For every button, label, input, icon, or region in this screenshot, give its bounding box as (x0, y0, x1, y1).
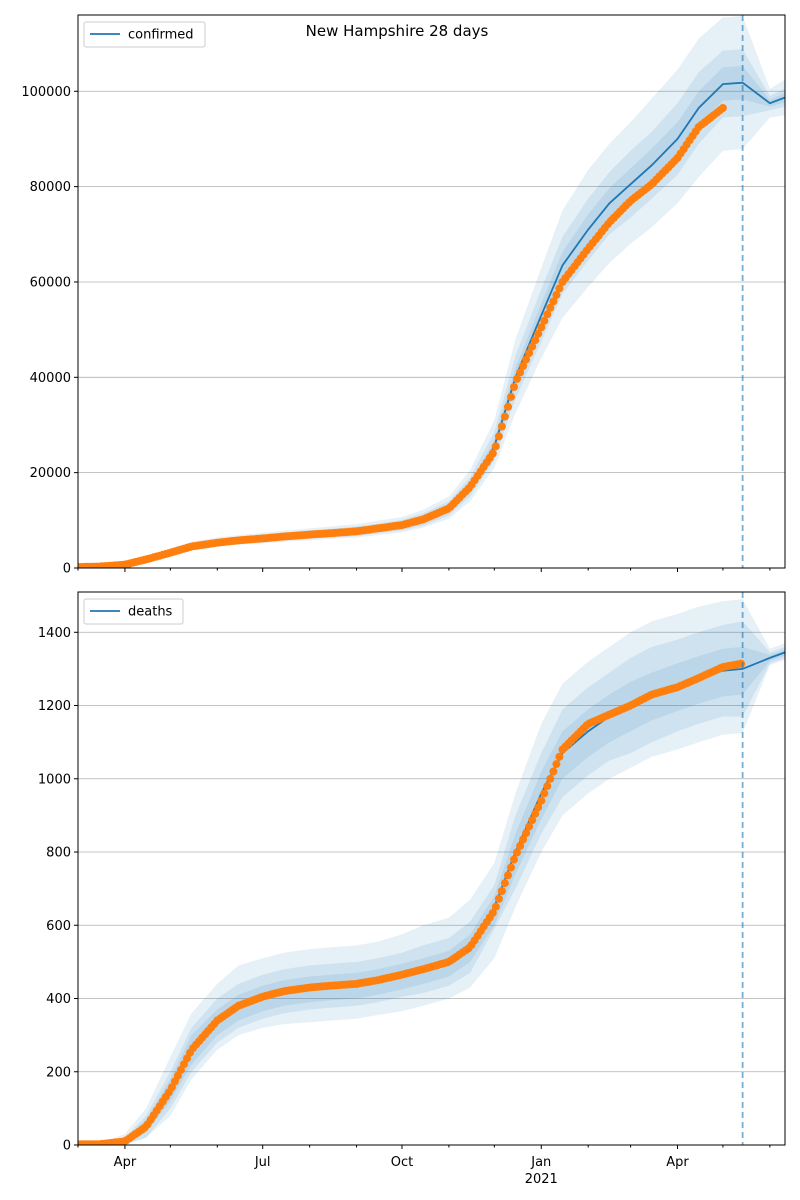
deaths-y-tick-label: 0 (63, 1139, 71, 1154)
confirmed-observed-point (507, 392, 515, 401)
confirmed-observed-point (537, 323, 546, 332)
deaths-observed-point (531, 809, 540, 818)
deaths-axes-frame (77, 591, 786, 1146)
confirmed-observed-point (531, 336, 540, 345)
confirmed-observed-point (543, 310, 552, 319)
deaths-plot-area: 0 200 400 600 800 1000 1200 1400 Apr Jul Oct Jan Apr… (38, 591, 786, 1187)
confirmed-observed-point (525, 349, 534, 358)
x-year-label: 2021 (525, 1172, 558, 1187)
confirmed-observed-point (504, 402, 512, 411)
confirmed-y-tick-label: 60000 (30, 275, 71, 290)
confirmed-observed-point (494, 432, 503, 441)
deaths-observed-point (507, 863, 515, 872)
confirmed-observed-point (519, 362, 528, 370)
deaths-observed-point (537, 796, 546, 805)
confirmed-observed-point (516, 368, 525, 377)
deaths-observed-point (540, 789, 549, 798)
deaths-y-tick-label: 400 (46, 992, 71, 1007)
confirmed-observed-point (534, 329, 543, 338)
deaths-plot-layer (78, 592, 785, 1145)
deaths-y-tick-label: 600 (46, 919, 71, 934)
confirmed-observed-point (540, 316, 549, 325)
deaths-observed-point (534, 803, 543, 812)
deaths-y-tick-label: 200 (46, 1065, 71, 1080)
confirmed-y-tick-label: 40000 (30, 371, 71, 386)
confirmed-legend: confirmed (83, 21, 206, 48)
confirmed-observed-point (497, 422, 506, 431)
confirmed-observed-point (522, 355, 531, 364)
x-tick-label: Jan (530, 1155, 551, 1170)
x-tick-label: Apr (114, 1155, 137, 1170)
confirmed-observed-point (500, 412, 509, 421)
deaths-observed-point (504, 871, 512, 880)
deaths-observed-point (546, 774, 555, 783)
deaths-observed-point (488, 908, 497, 917)
confirmed-observed-point (549, 297, 558, 306)
deaths-observed-point (513, 848, 521, 857)
confirmed-band-outer (78, 16, 785, 568)
confirmed-observed-points (78, 104, 727, 568)
figure-title: New Hampshire 28 days (306, 22, 489, 40)
deaths-band-outer (78, 599, 785, 1145)
deaths-panel: 0 200 400 600 800 1000 1200 1400 Apr Jul Oct Jan Apr… (38, 591, 786, 1187)
deaths-observed-point (500, 879, 509, 888)
x-tick-label: Jul (254, 1155, 271, 1170)
deaths-observed-point (552, 760, 561, 769)
confirmed-panel: 0 20000 40000 60000 80000 100000 confirmed Ne… (21, 14, 786, 577)
confirmed-axes-frame (77, 14, 786, 569)
deaths-observed-point (737, 659, 746, 668)
confirmed-observed-point (552, 290, 561, 299)
confirmed-band-middle (78, 49, 785, 568)
deaths-observed-point (510, 855, 518, 864)
deaths-y-tick-label: 1400 (38, 626, 71, 641)
confirmed-observed-point (718, 104, 727, 112)
deaths-observed-point (528, 816, 537, 825)
x-tick-label: Oct (391, 1155, 413, 1170)
deaths-legend-box (83, 598, 184, 625)
confirmed-observed-point (546, 303, 555, 312)
confirmed-observed-point (491, 442, 500, 451)
confirmed-observed-point (510, 383, 518, 391)
confirmed-plot-layer (78, 15, 785, 568)
confirmed-y-tick-label: 20000 (30, 466, 71, 481)
deaths-band-inner (78, 646, 785, 1145)
deaths-observed-point (497, 887, 506, 895)
deaths-legend: deaths (83, 598, 184, 625)
deaths-observed-point (543, 782, 552, 791)
confirmed-y-tick-label: 80000 (30, 180, 71, 195)
confirmed-y-tick-label: 100000 (21, 85, 71, 100)
confirmed-y-tick-label: 0 (63, 562, 71, 577)
confirmed-observed-point (513, 374, 521, 383)
x-tick-label: Apr (666, 1155, 689, 1170)
deaths-legend-label: deaths (128, 605, 173, 620)
deaths-band-middle (78, 621, 785, 1145)
deaths-observed-point (522, 829, 531, 838)
confirmed-legend-box (83, 21, 206, 48)
confirmed-observed-point (488, 449, 497, 458)
deaths-y-tick-label: 1000 (38, 772, 71, 787)
confirmed-observed-point (528, 342, 537, 351)
deaths-observed-point (516, 842, 525, 850)
deaths-observed-point (491, 902, 500, 911)
deaths-observed-point (549, 767, 558, 776)
deaths-y-tick-label: 1200 (38, 699, 71, 714)
deaths-observed-points (78, 659, 746, 1145)
deaths-observed-point (519, 835, 528, 844)
deaths-observed-point (525, 822, 534, 831)
deaths-observed-point (494, 894, 503, 903)
confirmed-legend-label: confirmed (128, 28, 194, 43)
deaths-y-tick-label: 800 (46, 846, 71, 861)
deaths-observed-point (555, 752, 564, 761)
confirmed-band-inner (78, 66, 785, 568)
confirmed-observed-point (555, 284, 564, 293)
confirmed-plot-area: 0 20000 40000 60000 80000 100000 (21, 14, 786, 577)
